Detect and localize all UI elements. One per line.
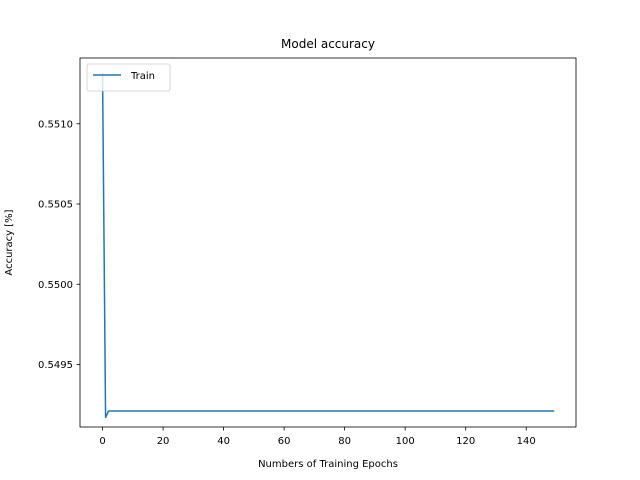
x-tick-label: 120 [456, 436, 475, 447]
series-line-train [101, 73, 555, 419]
x-axis-ticks: 0 20 40 60 80 100 120 140 [99, 427, 536, 447]
plot-frame [79, 57, 577, 428]
y-tick-label: 0.5495 [38, 360, 73, 371]
x-tick-label: 100 [396, 436, 415, 447]
y-tick-label: 0.5505 [38, 200, 73, 211]
x-tick-label: 80 [338, 436, 351, 447]
legend-label-train: Train [130, 71, 155, 82]
y-tick-label: 0.5510 [38, 119, 73, 130]
plot-area [80, 58, 576, 427]
x-axis-title: Numbers of Training Epochs [258, 459, 398, 470]
x-tick-label: 40 [217, 436, 230, 447]
series-layer [101, 73, 555, 419]
x-tick-label: 60 [278, 436, 291, 447]
y-axis-ticks: 0.5495 0.5500 0.5505 0.5510 [38, 119, 80, 371]
x-tick-label: 140 [517, 436, 536, 447]
y-axis-title: Accuracy [%] [4, 209, 15, 275]
x-tick-label: 0 [99, 436, 105, 447]
legend-box [86, 63, 171, 92]
legend: Train [86, 63, 171, 92]
y-tick-label: 0.5500 [38, 280, 73, 291]
x-tick-label: 20 [157, 436, 170, 447]
chart-title: Model accuracy [281, 37, 375, 51]
plot-background [80, 58, 576, 427]
